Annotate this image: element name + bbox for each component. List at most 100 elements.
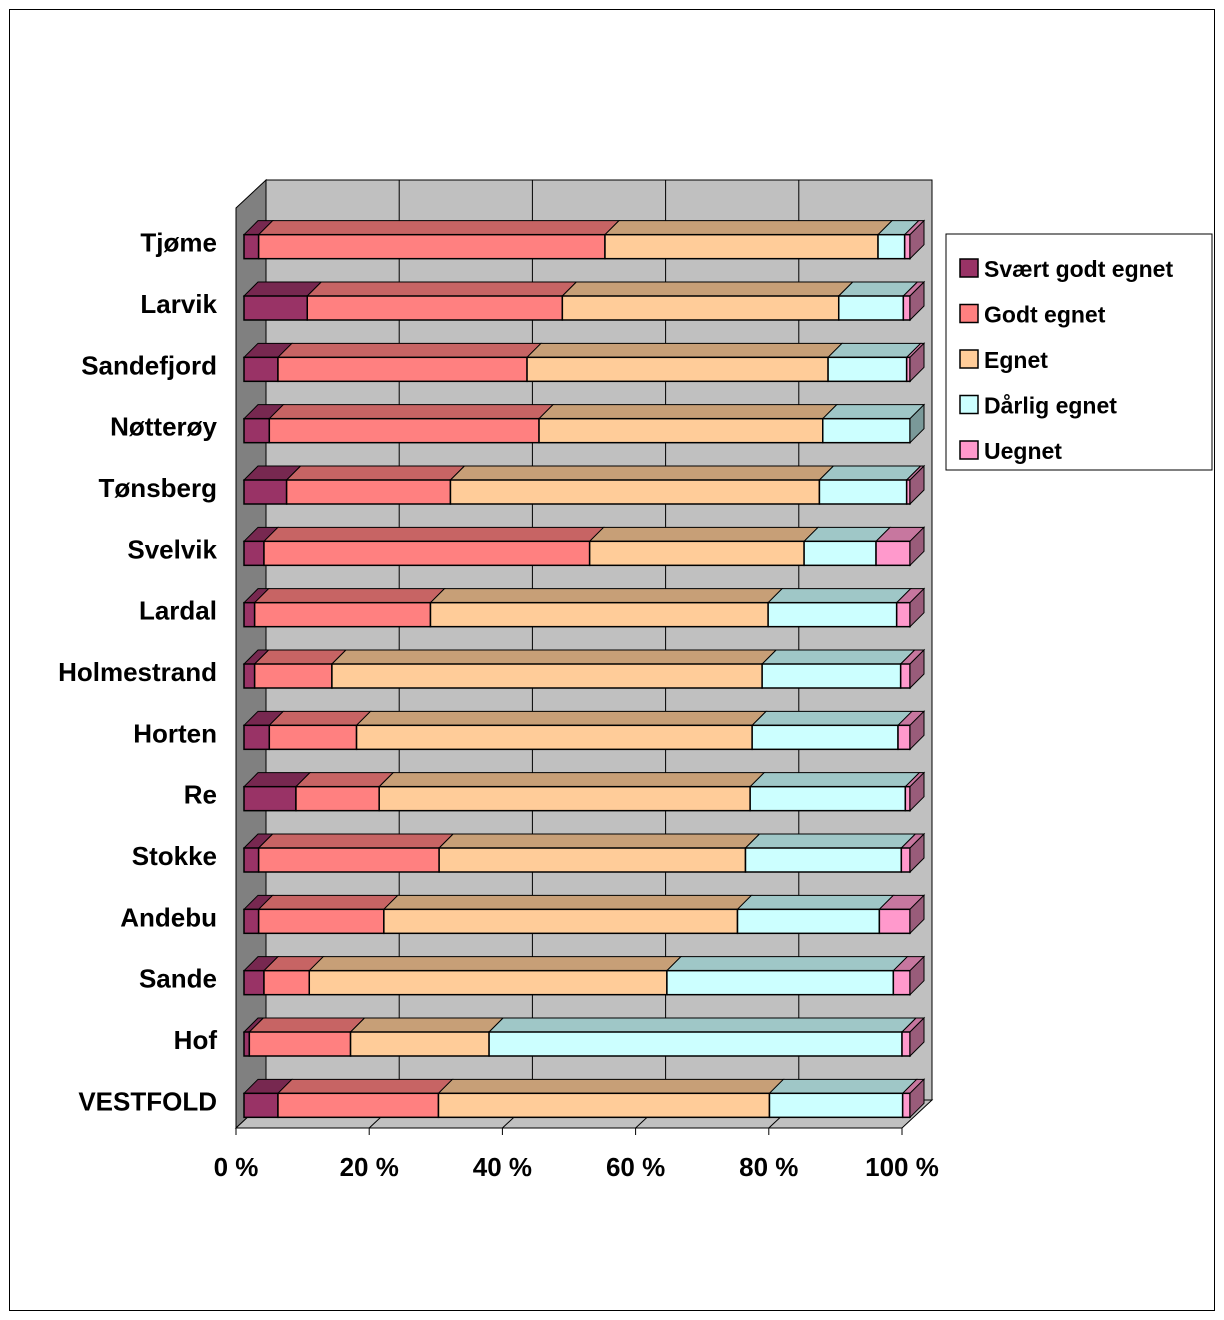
bar-segment-top [665,956,909,972]
bar-segment-uegnet-hof [901,1031,911,1057]
bar-segment-uegnet-svelvik [875,540,911,567]
bar-segment-d-rlig-egnet-tjøme [877,233,906,260]
bar-end-cap [909,1078,925,1119]
bar-segment-godt-egnet-sande [263,969,311,996]
bar-segment-top [750,710,914,726]
bar-segment-top [802,526,892,542]
category-label: Stokke [132,841,217,871]
bar-end-cap [909,280,925,322]
bar-segment-d-rlig-egnet-tønsberg [818,479,908,505]
bar-segment-sv-rt-godt-egnet-tjøme [243,233,260,260]
category-label: Svelvik [127,534,217,564]
bar-segment-top [276,1078,454,1094]
bar-segment-egnet-horten [355,724,753,751]
back-wall [265,179,933,1101]
bar-segment-d-rlig-egnet-andebu [736,908,881,935]
bar-segment-godt-egnet-horten [268,724,358,751]
legend-entry: Dårlig egnet [984,393,1117,419]
bar-segment-top [377,772,766,788]
bar-segment-top [285,465,466,481]
bar-segment-top [330,649,778,665]
bar-segment-d-rlig-egnet-svelvik [803,540,877,567]
bar-segment-top [349,1017,505,1033]
bar-segment-uegnet-stokke [900,847,911,873]
bar-segment-top [748,772,921,788]
legend-swatch [959,440,979,460]
bar-segment-top [588,526,820,542]
category-label: Andebu [120,902,217,932]
bar-segment-top [525,342,844,358]
bar-segment-egnet-tjøme [604,233,879,260]
bar-segment-d-rlig-egnet-nøtterøy [822,417,911,444]
bar-segment-d-rlig-egnet-hof [488,1031,903,1057]
bar-end-cap [909,832,925,874]
bar-segment-egnet-lardal [429,601,769,628]
bar-segment-top [437,833,761,849]
bar-segment-godt-egnet-holmestrand [253,663,333,689]
bar-end-cap [909,955,925,996]
bar-segment-top [487,1017,918,1033]
category-label: VESTFOLD [78,1086,217,1116]
bar-end-cap [909,526,925,567]
bar-segment-d-rlig-egnet-larvik [837,295,905,321]
bar-segment-godt-egnet-re [295,785,380,812]
bar-segment-godt-egnet-svelvik [263,540,591,567]
category-label: Lardal [139,596,217,626]
bar-segment-top [268,710,372,726]
bar-segment-top [768,1078,918,1094]
bar-segment-d-rlig-egnet-lardal [767,601,898,628]
x-tick-label: 20 % [340,1152,399,1182]
bar-segment-top [561,281,854,297]
bar-segment-egnet-sandefjord [526,356,829,383]
bar-segment-egnet-holmestrand [331,663,763,689]
bar-segment-uegnet-lardal [895,601,911,628]
bar-segment-d-rlig-egnet-holmestrand [761,663,902,689]
bar-segment-uegnet-horten [897,724,911,751]
category-label: Larvik [140,289,217,319]
bar-segment-egnet-larvik [561,295,840,321]
legend-swatch [959,394,979,415]
legend-swatch [959,303,979,324]
category-label: Sande [139,964,217,994]
bar-segment-sv-rt-godt-egnet-holmestrand [243,663,256,689]
bar-segment-top [437,1078,785,1094]
x-tick-label: 80 % [739,1152,798,1182]
bar-segment-egnet-sande [308,969,668,996]
category-label: Horten [133,718,217,748]
bar-segment-d-rlig-egnet-stokke [744,847,903,873]
bar-segment-uegnet-larvik [902,295,911,321]
bar-end-cap [909,710,925,751]
bar-segment-top [818,465,922,481]
bar-segment-egnet-re [378,785,751,812]
bar-segment-d-rlig-egnet-sandefjord [827,356,908,383]
bar-segment-sv-rt-godt-egnet-andebu [243,908,260,935]
bar-segment-egnet-svelvik [588,540,805,567]
bar-segment-top [821,404,926,420]
bar-segment-uegnet-holmestrand [899,663,911,689]
bar-end-cap [909,894,925,935]
bar-segment-sv-rt-godt-egnet-nøtterøy [243,417,271,444]
category-label: Nøtterøy [110,412,217,442]
bar-end-cap [909,1016,925,1058]
bar-segment-sv-rt-godt-egnet-larvik [243,295,309,321]
bar-segment-sv-rt-godt-egnet-sande [243,969,265,996]
bar-segment-top [253,588,446,604]
category-label: Hof [174,1025,218,1055]
bar-segment-top [257,220,621,236]
bar-segment-top [766,588,912,604]
legend-entry: Svært godt egnet [984,256,1173,282]
category-label: Holmestrand [58,657,217,687]
bar-segment-sv-rt-godt-egnet-horten [243,724,271,751]
bar-segment-godt-egnet-sandefjord [277,356,528,383]
bar-segment-d-rlig-egnet-sande [666,969,895,996]
bar-end-cap [909,342,925,383]
bar-segment-sv-rt-godt-egnet-tønsberg [243,479,288,505]
bar-segment-uegnet-tjøme [903,233,911,260]
bar-segment-sv-rt-godt-egnet-lardal [243,601,256,628]
bar-segment-top [308,956,683,972]
bar-segment-top [294,772,395,788]
bar-segment-uegnet-sande [892,969,911,996]
bar-segment-godt-egnet-vestfold [277,1092,440,1119]
bar-segment-sv-rt-godt-egnet-stokke [243,847,260,873]
bar-segment-godt-egnet-larvik [306,295,564,321]
